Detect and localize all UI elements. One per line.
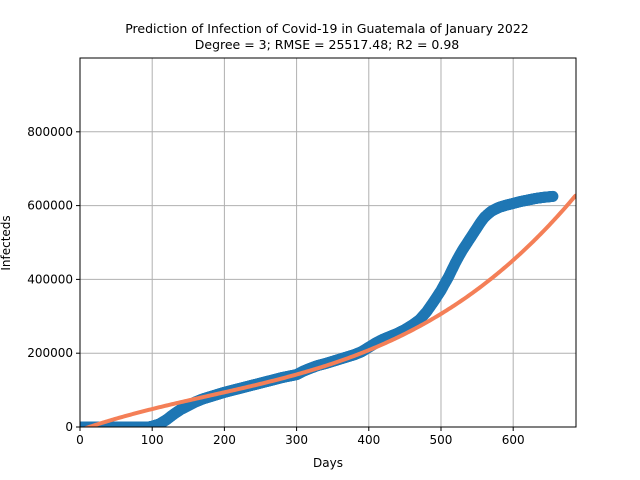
y-tick-label: 800000 xyxy=(27,125,73,139)
x-tick-label: 500 xyxy=(430,433,453,447)
fit-line xyxy=(82,193,576,427)
chart-subtitle: Degree = 3; RMSE = 25517.48; R2 = 0.98 xyxy=(195,37,460,52)
plot-frame xyxy=(79,57,577,428)
axis-ticks: 0 100 200 300 400 500 600 0 200000 400000 600000 80… xyxy=(27,125,524,447)
x-tick-label: 0 xyxy=(76,433,84,447)
x-tick-label: 600 xyxy=(502,433,525,447)
y-tick-label: 200000 xyxy=(27,346,73,360)
x-tick-label: 200 xyxy=(213,433,236,447)
y-tick-label: 600000 xyxy=(27,199,73,213)
chart-title: Prediction of Infection of Covid-19 in G… xyxy=(125,21,529,36)
fit-line-series xyxy=(82,193,576,427)
x-tick-label: 100 xyxy=(141,433,164,447)
x-tick-label: 300 xyxy=(285,433,308,447)
y-tick-label: 400000 xyxy=(27,272,73,286)
y-axis-label: Infecteds xyxy=(0,215,13,270)
scatter-point xyxy=(547,190,559,202)
x-axis-label: Days xyxy=(313,456,343,470)
x-tick-label: 400 xyxy=(357,433,380,447)
y-tick-label: 0 xyxy=(65,420,73,434)
